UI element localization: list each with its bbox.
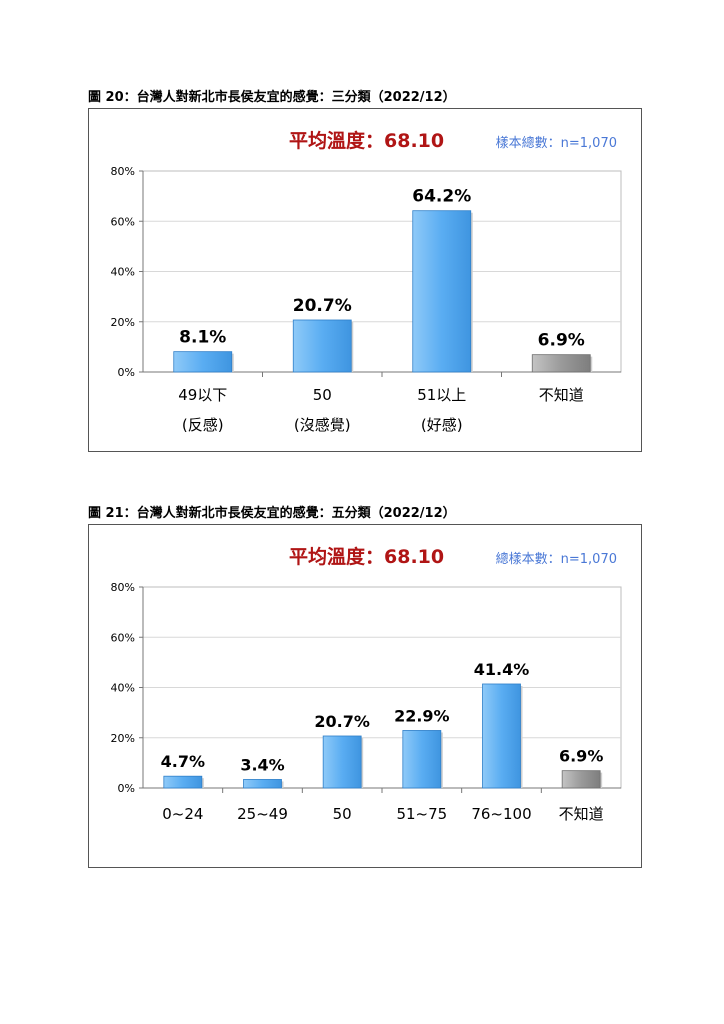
sample-size-note: 總樣本數：n=1,070 <box>496 551 617 567</box>
category-label: 50 <box>333 805 352 823</box>
bar-2 <box>322 735 362 789</box>
figure-21-caption: 圖 21：台灣人對新北市長侯友宜的感覺：五分類（2022/12） <box>88 506 456 521</box>
category-label: 25~49 <box>237 805 288 823</box>
category-label: (沒感覺) <box>294 416 351 434</box>
chart-20-svg: 平均溫度：68.10 樣本總數：n=1,070 0% 20% 40% 60% 80% 8.1%… <box>111 129 622 434</box>
y-tick-label: 40% <box>111 682 135 695</box>
bar-value-label: 6.9% <box>538 331 585 351</box>
chart-title: 平均溫度：68.10 <box>289 545 444 568</box>
category-label: 51以上 <box>417 386 466 404</box>
y-tick-label: 0% <box>118 782 135 795</box>
bar-3 <box>402 730 442 789</box>
bar-value-label: 20.7% <box>314 712 370 731</box>
chart-21-svg: 平均溫度：68.10 總樣本數：n=1,070 0% 20% 40% 60% 80% 4.7%… <box>111 545 622 823</box>
bar-value-label: 64.2% <box>412 187 471 207</box>
bar-1 <box>243 779 282 789</box>
bar-value-label: 3.4% <box>240 755 284 774</box>
bar-5 <box>561 770 601 789</box>
bar-4 <box>482 683 521 789</box>
y-tick-label: 60% <box>111 631 135 644</box>
bar-1 <box>292 319 352 373</box>
category-label: 49以下 <box>178 386 227 404</box>
y-tick-label: 40% <box>111 266 135 279</box>
chart-title: 平均溫度：68.10 <box>289 129 444 152</box>
bar-3 <box>531 354 591 373</box>
category-label: 76~100 <box>471 805 531 823</box>
y-tick-label: 80% <box>111 581 135 594</box>
category-label: (好感) <box>421 416 463 434</box>
chart-panel-20: 平均溫度：68.10 樣本總數：n=1,070 0% 20% 40% 60% 80% 8.1%… <box>88 108 642 452</box>
y-tick-label: 20% <box>111 732 135 745</box>
bar-value-label: 8.1% <box>179 328 226 348</box>
bar-value-label: 20.7% <box>293 296 352 316</box>
category-label: (反感) <box>182 416 224 434</box>
category-label: 50 <box>313 386 332 404</box>
chart-panel-21: 平均溫度：68.10 總樣本數：n=1,070 0% 20% 40% 60% 80% 4.7%… <box>88 524 642 868</box>
sample-size-note: 樣本總數：n=1,070 <box>496 135 617 151</box>
y-tick-label: 80% <box>111 165 135 178</box>
category-label: 不知道 <box>539 386 584 404</box>
y-tick-label: 60% <box>111 215 135 228</box>
y-tick-label: 20% <box>111 316 135 329</box>
category-label: 51~75 <box>396 805 447 823</box>
bar-value-label: 6.9% <box>559 747 603 766</box>
category-label: 不知道 <box>559 805 604 823</box>
figure-20-caption: 圖 20：台灣人對新北市長侯友宜的感覺：三分類（2022/12） <box>88 90 456 105</box>
y-tick-label: 0% <box>118 366 135 379</box>
bar-value-label: 41.4% <box>474 660 530 679</box>
bar-0 <box>173 351 233 373</box>
bar-value-label: 4.7% <box>161 752 205 771</box>
bar-0 <box>163 775 203 789</box>
category-label: 0~24 <box>162 805 203 823</box>
bar-value-label: 22.9% <box>394 706 450 725</box>
bar-2 <box>412 210 472 373</box>
